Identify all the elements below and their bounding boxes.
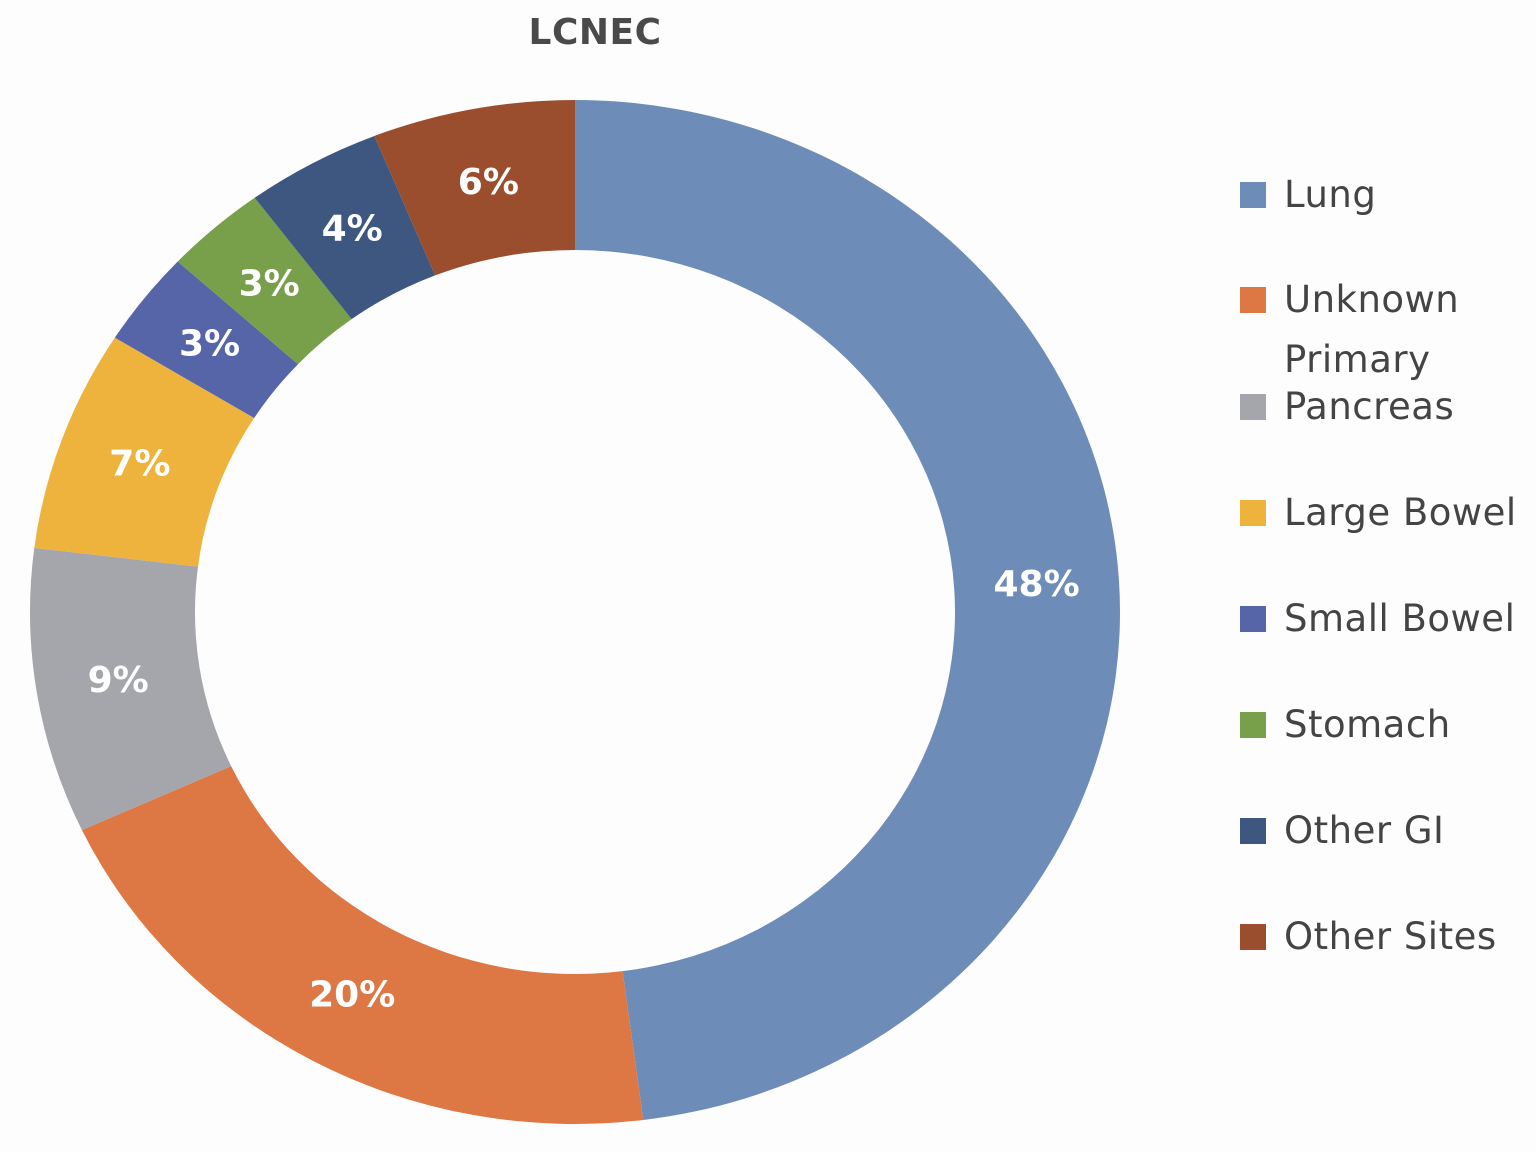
donut-slice-other-sites <box>374 100 575 276</box>
legend-item-stomach: Stomach <box>1240 695 1451 755</box>
legend-swatch <box>1240 287 1266 313</box>
donut-slice-other-gi <box>254 135 436 320</box>
legend-item-large-bowel: Large Bowel <box>1240 483 1517 543</box>
donut-chart: 48% 20% 9% 7% 3% 3% 4% 6% <box>29 99 1121 1124</box>
donut-slice-unknown-primary <box>81 766 644 1124</box>
legend-swatch <box>1240 606 1266 632</box>
slice-value-label: 3% <box>239 264 300 305</box>
legend-item-other-gi: Other GI <box>1240 801 1444 861</box>
legend-swatch <box>1240 924 1266 950</box>
donut-slice-large-bowel <box>34 337 255 567</box>
slice-value-label: 7% <box>109 443 170 484</box>
legend-swatch <box>1240 712 1266 738</box>
slice-value-label: 3% <box>179 324 240 365</box>
slice-labels: 48% 20% 9% 7% 3% 3% 4% 6% <box>88 162 1080 1015</box>
legend-item-other-sites: Other Sites <box>1240 907 1497 967</box>
slice-value-label: 6% <box>458 162 519 203</box>
legend-swatch <box>1240 182 1266 208</box>
donut-slice-small-bowel <box>114 261 298 419</box>
legend-item-unknown-primary: Unknown Primary <box>1240 270 1484 390</box>
legend-swatch <box>1240 500 1266 526</box>
slice-value-label: 48% <box>994 564 1080 605</box>
donut-slice-lung <box>575 99 1121 1120</box>
legend-item-lung: Lung <box>1240 165 1376 225</box>
donut-slices <box>29 99 1121 1124</box>
slice-value-label: 9% <box>88 660 149 701</box>
donut-slice-pancreas <box>29 547 232 830</box>
chart-title: LCNEC <box>528 12 662 53</box>
slice-value-label: 4% <box>322 209 383 250</box>
slice-value-label: 20% <box>309 974 395 1015</box>
legend-item-pancreas: Pancreas <box>1240 377 1454 437</box>
legend-swatch <box>1240 818 1266 844</box>
legend-item-small-bowel: Small Bowel <box>1240 589 1515 649</box>
legend-swatch <box>1240 394 1266 420</box>
donut-slice-stomach <box>177 197 352 365</box>
